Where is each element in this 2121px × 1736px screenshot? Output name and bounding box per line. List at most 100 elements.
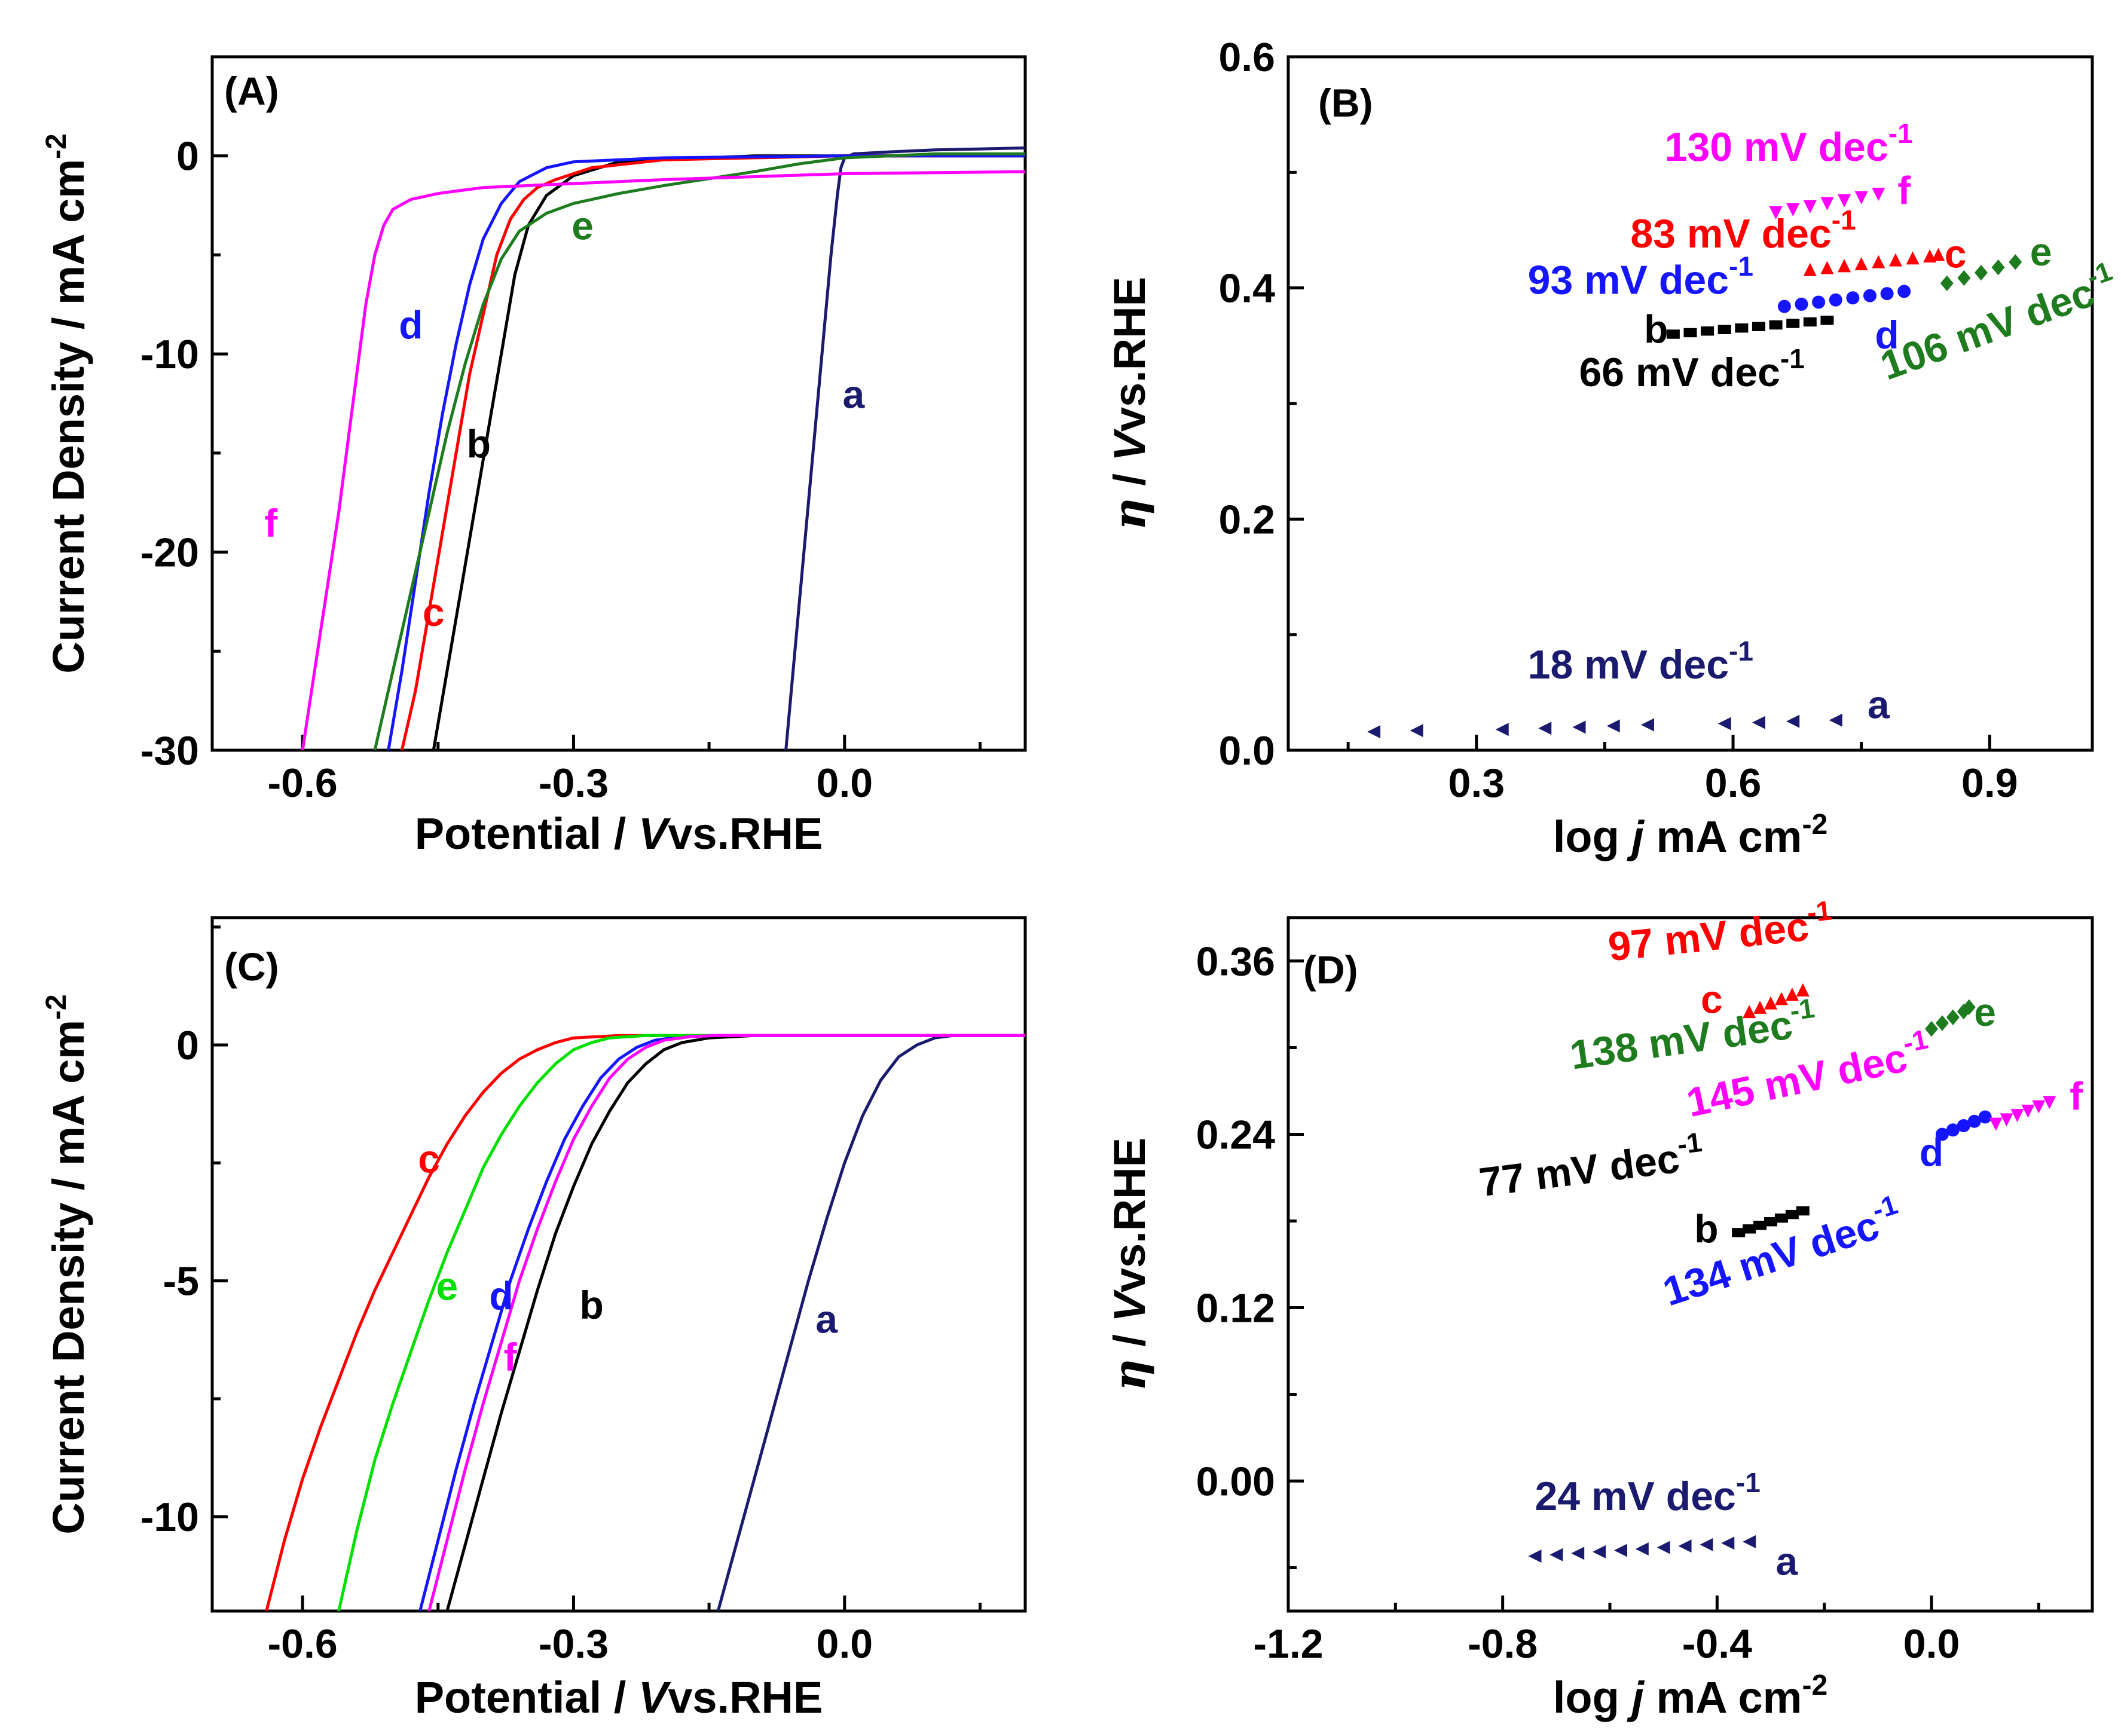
data-point-b [1683, 328, 1697, 338]
data-point-a [1717, 717, 1731, 731]
data-point-c [1838, 259, 1851, 273]
data-point-a [1613, 1544, 1627, 1557]
x-axis-label: Potential / Vvs.RHE [415, 809, 823, 858]
data-point-b [1717, 325, 1731, 334]
slope-annotation: 134 mV dec-1 [1655, 1188, 1908, 1315]
data-point-d [1812, 295, 1826, 309]
data-point-c [1785, 988, 1799, 1001]
x-tick-label: 0.6 [1705, 760, 1762, 806]
data-point-d [1880, 287, 1894, 301]
series-label-c: c [1945, 232, 1967, 276]
data-point-b [1796, 1206, 1810, 1216]
plot-frame [210, 916, 1027, 1613]
data-point-f [2010, 1109, 2024, 1123]
data-point-a [1829, 713, 1842, 727]
data-point-a [1528, 1549, 1542, 1563]
data-point-b [1764, 1217, 1777, 1227]
data-point-c [1888, 253, 1902, 267]
data-point-c [1872, 255, 1885, 268]
data-point-a [1410, 724, 1423, 738]
data-point-b [1732, 1228, 1746, 1237]
series-label-b: b [467, 421, 491, 466]
panel-label: (A) [224, 69, 279, 113]
data-point-d [1978, 1110, 1992, 1124]
data-point-d [1829, 293, 1842, 307]
data-point-a [1572, 720, 1586, 734]
series-label-a: a [843, 372, 866, 416]
data-point-a [1538, 722, 1552, 735]
y-tick-label: -5 [163, 1259, 199, 1304]
y-axis-label: Current Density / mA cm-2 [41, 133, 93, 673]
slope-annotation: 83 mV dec-1 [1630, 204, 1856, 256]
y-tick-label: 0.36 [1196, 939, 1275, 985]
series-label-c: c [418, 1136, 440, 1181]
data-point-e [1991, 259, 2005, 276]
series-label-a: a [1776, 1539, 1799, 1583]
series-label-c: c [423, 590, 445, 634]
data-point-a [1550, 1548, 1563, 1561]
data-point-b [1774, 1213, 1788, 1223]
y-tick-label: -20 [140, 530, 199, 576]
series-label-a: a [1868, 683, 1890, 727]
data-point-c [1803, 262, 1817, 276]
data-point-c [1753, 1000, 1767, 1014]
x-tick-label: -0.8 [1468, 1621, 1538, 1667]
data-point-b [1753, 1221, 1767, 1230]
data-point-a [1640, 718, 1654, 732]
x-axis-label: log j mA cm-2 [1553, 1670, 1827, 1722]
series-label-b: b [1644, 307, 1668, 351]
x-tick-label: 0.9 [1961, 760, 2018, 806]
data-point-b [1803, 317, 1817, 327]
data-point-b [1743, 1224, 1756, 1234]
data-point-b [1735, 323, 1749, 333]
panel-d: -1.2 -0.8 -0.4 0.0 0.00 0.12 0.24 0.36 (D) log j … [1104, 894, 2094, 1722]
data-point-c [1743, 1005, 1756, 1019]
series-line-c [400, 154, 1025, 750]
y-tick-label: 0.12 [1196, 1286, 1275, 1331]
data-point-f [1989, 1117, 2003, 1131]
data-point-b [1820, 316, 1834, 325]
data-point-b [1786, 319, 1800, 328]
data-point-f [1820, 197, 1834, 210]
slope-annotation: 106 mV dec-1 [1872, 255, 2121, 389]
data-point-a [1495, 723, 1509, 736]
data-point-a [1593, 1545, 1606, 1558]
x-tick-label: -0.3 [539, 760, 609, 806]
y-axis-label: η / Vvs.RHE [1104, 1138, 1156, 1391]
slope-annotation: 130 mV dec-1 [1665, 118, 1913, 170]
data-point-b [1785, 1209, 1799, 1220]
y-tick-label: 0 [176, 134, 199, 179]
series-line-f [301, 170, 1025, 750]
data-point-e [1957, 270, 1971, 286]
series-line-e [373, 152, 1025, 750]
series-label-f: f [1897, 168, 1911, 212]
y-tick-label: 0.4 [1218, 266, 1275, 311]
plot-frame [1286, 916, 2094, 1613]
x-tick-label: -0.4 [1682, 1621, 1752, 1667]
data-point-b [1701, 326, 1714, 336]
data-point-d [1777, 299, 1791, 313]
x-axis-label: Potential / Vvs.RHE [415, 1673, 823, 1722]
series-label-d: d [489, 1273, 513, 1318]
data-point-b [1752, 322, 1765, 331]
panel-a: -0.6 -0.3 0.0 0 -10 -20 -30 (A) Potential / Vvs.… [41, 55, 1027, 858]
data-point-d [1846, 291, 1860, 305]
data-point-e [1946, 1009, 1960, 1025]
series-label-d: d [399, 302, 423, 347]
data-point-a [1571, 1546, 1585, 1560]
data-point-a [1721, 1536, 1735, 1550]
plot-frame [210, 55, 1027, 752]
series-label-d: d [1875, 313, 1899, 357]
y-tick-label: 0.0 [1218, 728, 1275, 774]
data-point-a [1678, 1539, 1692, 1553]
data-point-f [2032, 1100, 2046, 1114]
data-point-a [1786, 714, 1800, 728]
slope-annotation: 97 mV dec-1 [1605, 894, 1835, 970]
data-point-e [2009, 254, 2022, 270]
data-point-b [1769, 320, 1783, 330]
data-point-d [1897, 285, 1911, 298]
data-point-c [1854, 257, 1868, 271]
data-point-d [1863, 289, 1876, 302]
plot-area [1367, 188, 2022, 739]
data-point-f [2021, 1104, 2035, 1118]
